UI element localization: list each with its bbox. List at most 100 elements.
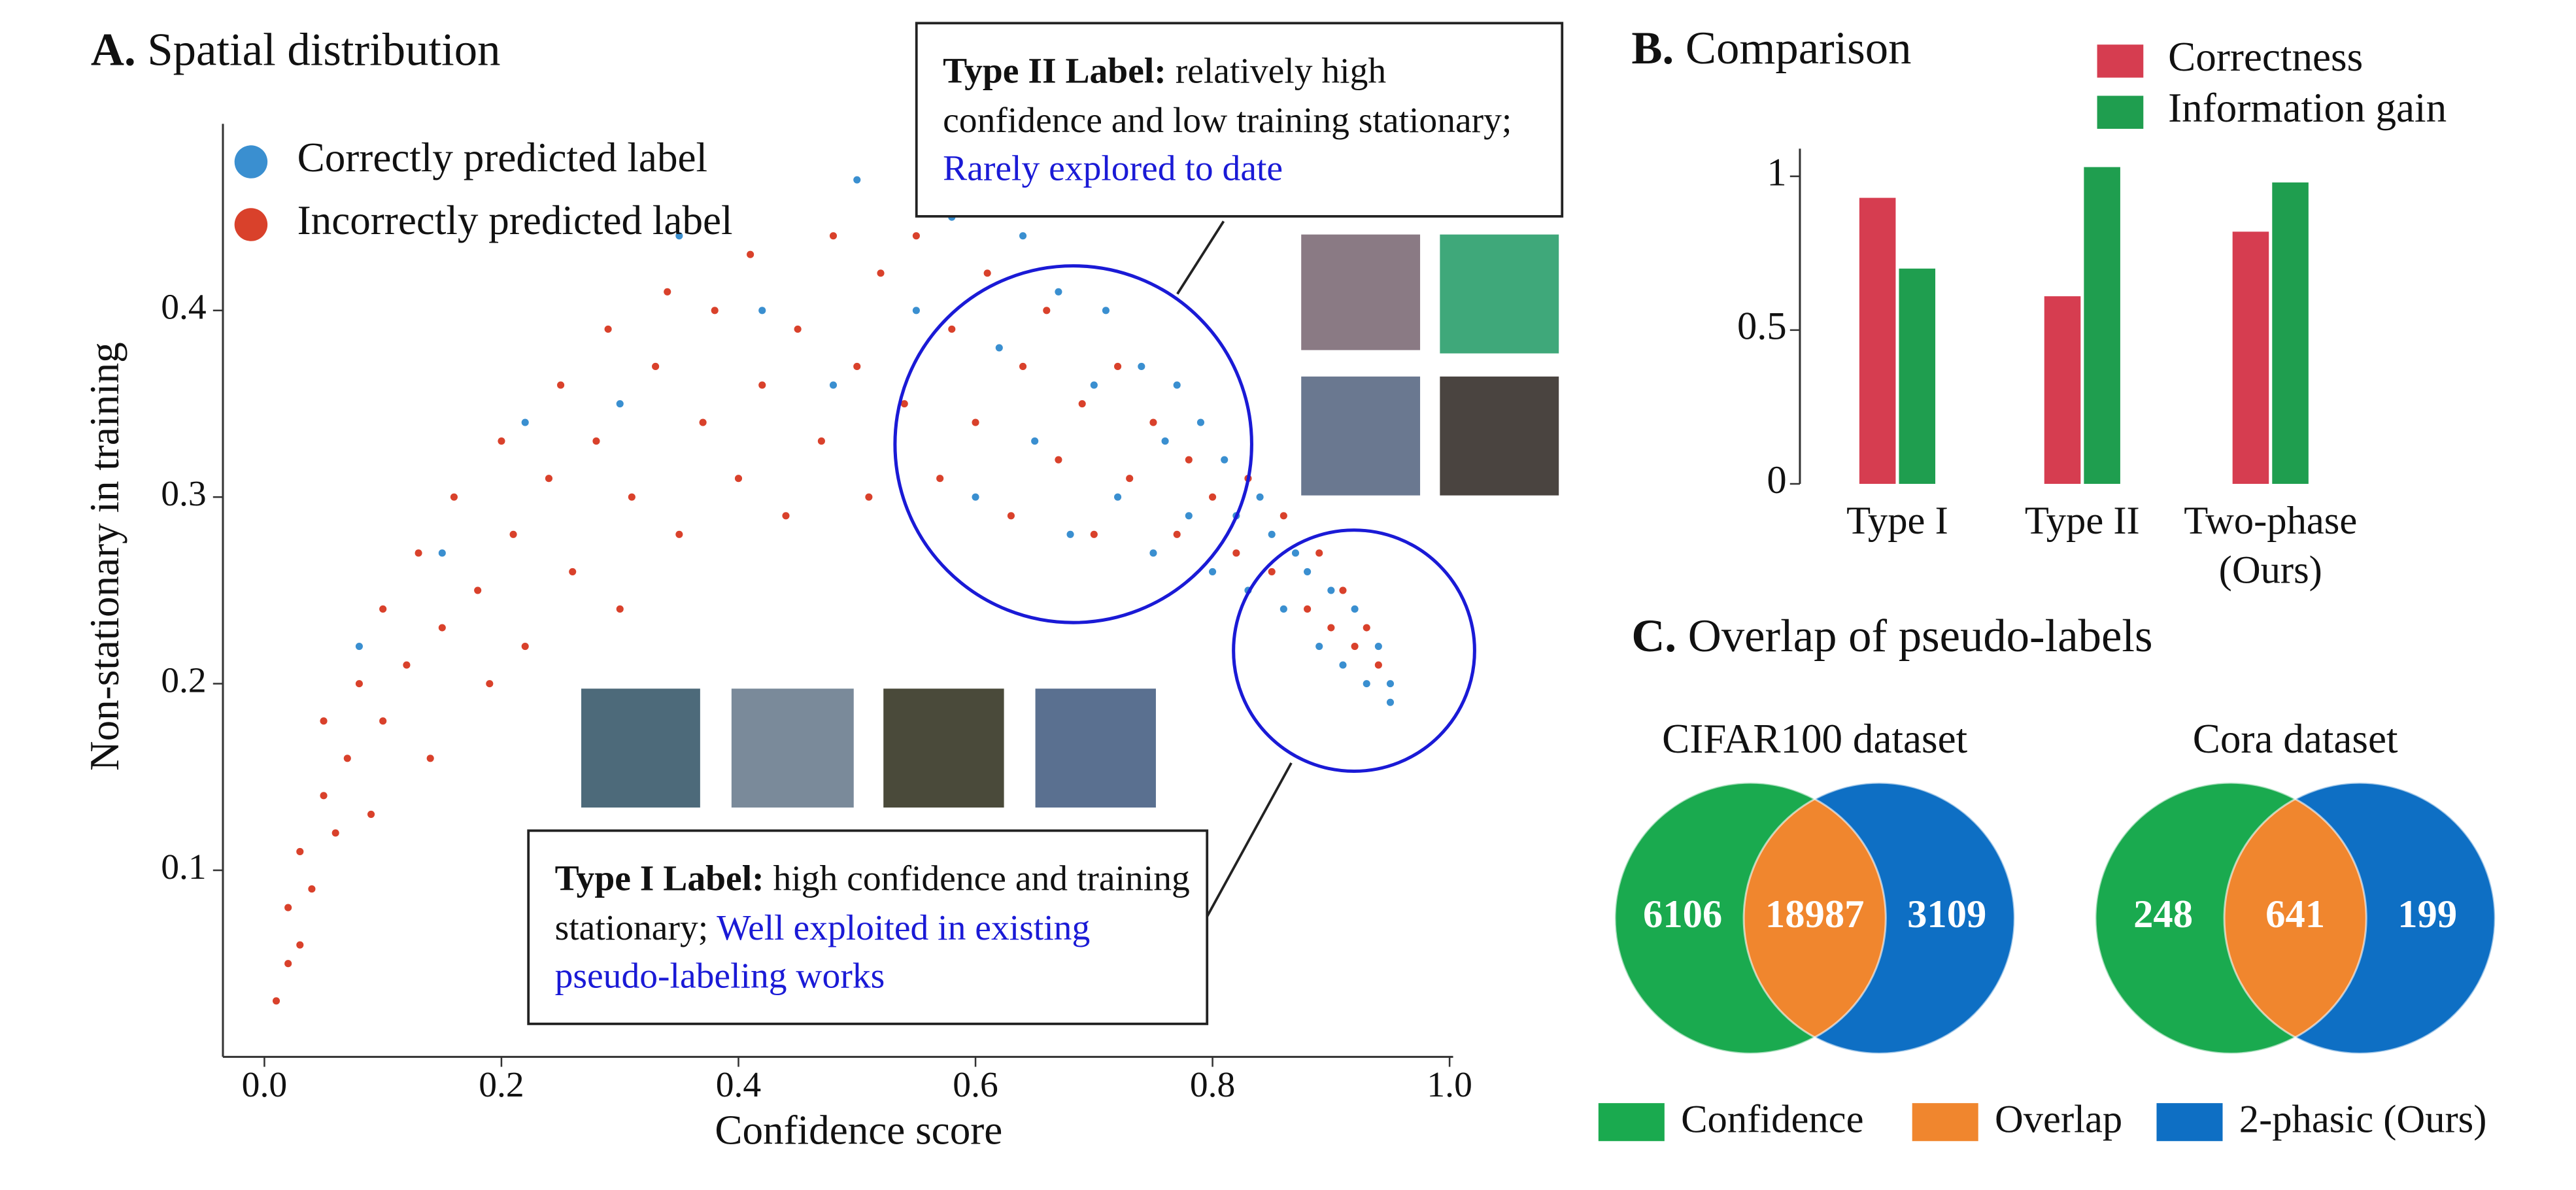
scatter-point (936, 475, 944, 483)
x-tick-label: Type I (1846, 500, 1948, 543)
scatter-point (355, 642, 363, 651)
scatter-point (1363, 624, 1370, 632)
scatter-point (1386, 698, 1395, 706)
scatter-point (1232, 549, 1240, 557)
venn-title: CIFAR100 dataset (1662, 716, 1967, 762)
x-tick-label-text: Two-phase (Ours) (2184, 500, 2358, 593)
scatter-point (711, 307, 719, 314)
scatter-point (509, 530, 517, 538)
scatter-point (758, 307, 766, 314)
bar (2044, 296, 2081, 484)
x-axis-label: Confidence score (715, 1108, 1002, 1153)
scatter-point (853, 176, 861, 184)
scatter-point (699, 418, 707, 426)
scatter-point (296, 941, 304, 949)
scatter-point (675, 232, 683, 240)
scatter-point (1209, 493, 1217, 501)
scatter-point (1185, 456, 1193, 464)
x-tick-label: 0.0 (242, 1064, 287, 1105)
scatter-point (1114, 362, 1122, 371)
annotation-highlight: Rarely explored to date (943, 146, 1283, 188)
legend-swatch (1912, 1103, 1978, 1142)
thumbnail (581, 688, 700, 808)
scatter-point (734, 475, 743, 483)
scatter-point (1102, 307, 1110, 314)
scatter-point (1149, 418, 1157, 426)
scatter-point (853, 362, 861, 371)
scatter-point (1209, 568, 1217, 575)
scatter-point (1055, 288, 1062, 296)
connector (1206, 762, 1293, 917)
scatter-point (1315, 549, 1323, 557)
y-tick-label: 0.3 (161, 473, 206, 514)
scatter-point (1386, 680, 1395, 688)
legend-label: 2-phasic (Ours) (2239, 1097, 2487, 1141)
scatter-point (900, 400, 908, 408)
scatter-point (1196, 418, 1205, 426)
x-tick-label-text: Type II (2024, 500, 2140, 543)
scatter-point (675, 530, 683, 538)
bar (1899, 268, 1936, 484)
scatter-point (1078, 400, 1086, 408)
scatter-point (438, 624, 446, 632)
scatter-point (1374, 642, 1382, 651)
scatter-point (1185, 512, 1193, 520)
annotation-highlight: Well exploited in existing pseudo-labeli… (554, 906, 1091, 996)
panel-letter: B. (1631, 23, 1674, 74)
legend-swatch (2097, 95, 2144, 129)
scatter-point (912, 232, 920, 240)
scatter-point (1090, 381, 1098, 389)
scatter-point (1055, 456, 1062, 464)
y-tick-label: 0.4 (161, 287, 206, 328)
scatter-point (758, 381, 766, 389)
scatter-point (450, 493, 458, 501)
scatter-point (865, 493, 873, 501)
legend-label: Confidence (1681, 1097, 1863, 1141)
scatter-point (1280, 512, 1287, 520)
scatter-point (877, 269, 885, 277)
panel-title-text: Comparison (1686, 23, 1912, 74)
highlight-circle (1232, 528, 1476, 774)
scatter-point (296, 847, 304, 856)
scatter-point (1339, 661, 1347, 669)
scatter-point (1161, 437, 1169, 445)
scatter-point (1304, 605, 1312, 613)
panel-letter: C. (1631, 611, 1676, 662)
scatter-point (1019, 362, 1027, 371)
thumbnail (1035, 688, 1156, 808)
scatter-point (1090, 530, 1098, 538)
annotation-text: relatively high confidence and low train… (943, 49, 1512, 140)
thumbnail (1440, 234, 1559, 354)
scatter-point (972, 418, 979, 426)
y-tick-label: 0.2 (161, 660, 206, 700)
annotation: Type II Label: relatively high confidenc… (943, 49, 1512, 188)
scatter-point (1043, 307, 1051, 314)
scatter-point (912, 307, 920, 314)
panel-letter: A. (91, 25, 136, 76)
scatter-point (1351, 605, 1359, 613)
x-tick-label: 0.2 (479, 1064, 524, 1105)
scatter-point (438, 549, 446, 557)
scatter-point (272, 997, 280, 1005)
scatter-point (782, 512, 790, 520)
venn-outline (2223, 781, 2496, 1055)
venn-count: 199 (2398, 892, 2457, 936)
bar (2084, 167, 2120, 484)
scatter-point (972, 493, 979, 501)
scatter-point (284, 904, 292, 911)
scatter-point (983, 269, 991, 277)
panel-title: A. Spatial distribution (91, 25, 501, 76)
legend-label: Overlap (1995, 1097, 2122, 1141)
venn-overlap (2224, 783, 2367, 1054)
scatter-point (331, 829, 339, 837)
legend-label: Correctly predicted label (297, 135, 707, 180)
venn-overlap (1744, 783, 1886, 1054)
annotation-text: high confidence and training stationary; (554, 857, 1190, 947)
scatter-point (1268, 530, 1276, 538)
scatter-point (1019, 232, 1027, 240)
thumbnail (1301, 376, 1421, 496)
thumbnail (1301, 234, 1421, 350)
scatter-point (521, 418, 529, 426)
scatter-point (486, 680, 494, 688)
